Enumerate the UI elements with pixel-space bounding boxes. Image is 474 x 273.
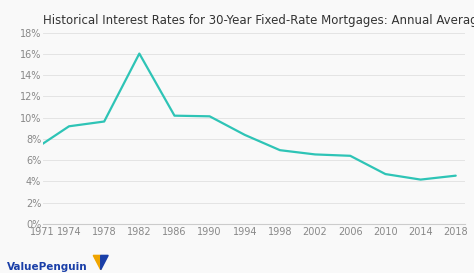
Text: ValuePenguin: ValuePenguin bbox=[7, 262, 88, 272]
Polygon shape bbox=[93, 256, 100, 270]
Text: Historical Interest Rates for 30-Year Fixed-Rate Mortgages: Annual Averages, 197: Historical Interest Rates for 30-Year Fi… bbox=[43, 14, 474, 27]
Polygon shape bbox=[100, 256, 108, 270]
